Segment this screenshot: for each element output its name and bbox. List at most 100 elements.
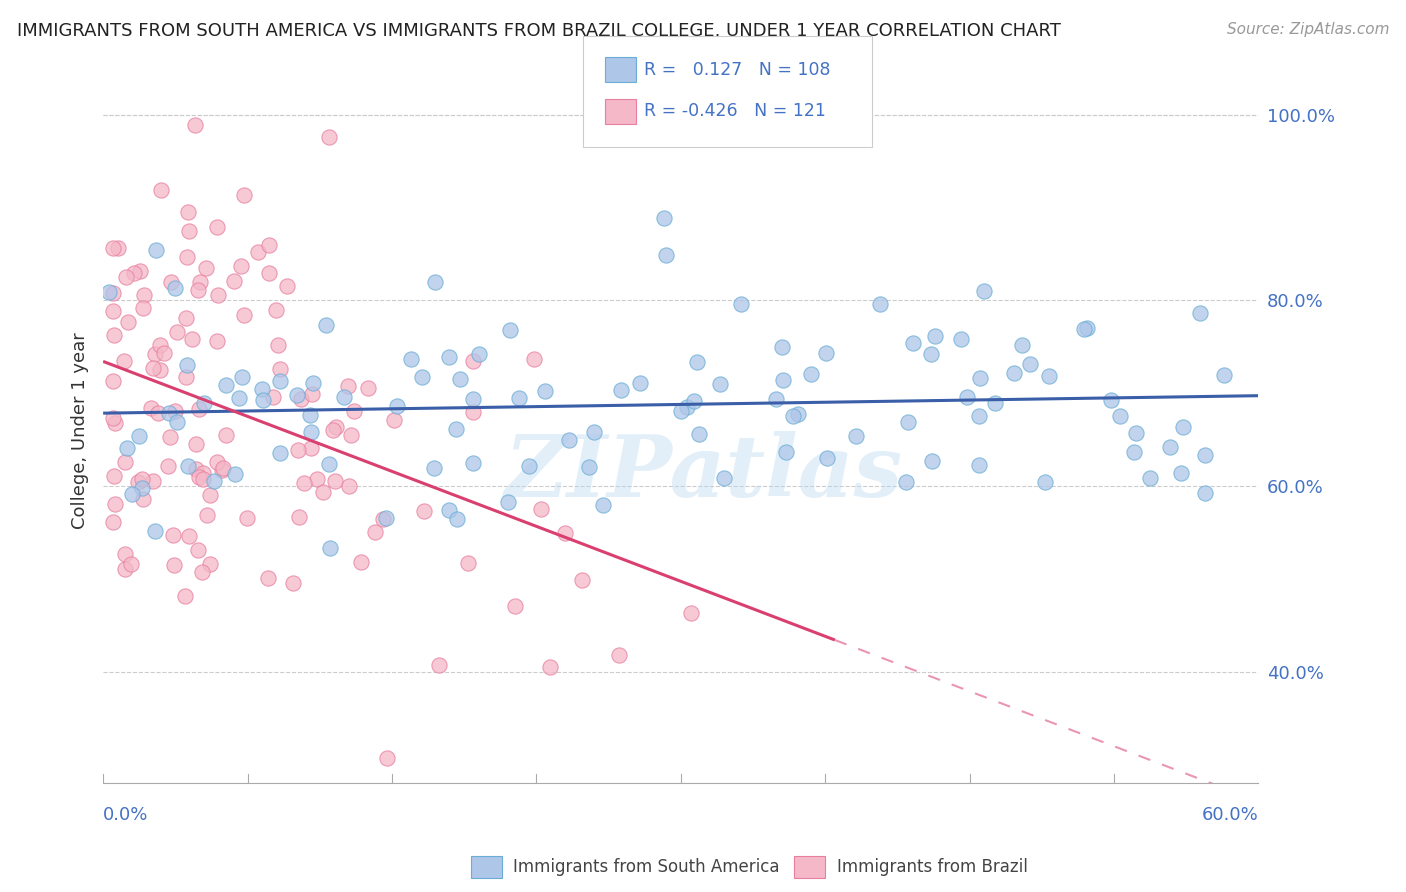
Point (382, 413, 405, 427)
Point (163, 558, 186, 573)
Point (174, 589, 197, 603)
Point (292, 476, 315, 491)
Point (337, 379, 360, 393)
Point (969, 458, 991, 473)
Point (1099, 392, 1122, 407)
Point (222, 274, 245, 288)
Point (177, 529, 200, 543)
Text: Immigrants from Brazil: Immigrants from Brazil (837, 858, 1028, 876)
Point (921, 453, 943, 467)
Point (896, 416, 918, 430)
Point (318, 458, 340, 472)
Point (449, 372, 471, 386)
Point (101, 304, 124, 318)
Point (233, 308, 256, 322)
Point (1018, 357, 1040, 371)
Point (101, 410, 124, 425)
Point (322, 423, 344, 437)
Point (969, 370, 991, 384)
Point (973, 284, 995, 298)
Point (1108, 409, 1130, 424)
Point (257, 266, 280, 280)
Point (150, 183, 173, 197)
Point (264, 302, 287, 317)
Point (554, 526, 576, 541)
Point (276, 279, 298, 293)
Point (104, 498, 127, 512)
Point (122, 266, 145, 280)
Point (120, 558, 142, 572)
Text: IMMIGRANTS FROM SOUTH AMERICA VS IMMIGRANTS FROM BRAZIL COLLEGE, UNDER 1 YEAR CO: IMMIGRANTS FROM SOUTH AMERICA VS IMMIGRA… (17, 22, 1060, 40)
Point (609, 648, 631, 662)
Point (215, 377, 238, 392)
Point (676, 401, 699, 415)
Point (211, 463, 233, 477)
Point (413, 504, 436, 518)
Point (610, 383, 633, 397)
Point (323, 474, 346, 488)
Point (312, 485, 335, 500)
Point (107, 241, 129, 255)
Point (184, 437, 207, 451)
Point (437, 351, 460, 365)
Point (152, 345, 174, 359)
Point (782, 409, 804, 424)
Point (333, 390, 356, 404)
Point (894, 475, 917, 489)
Point (287, 443, 309, 458)
Point (262, 390, 284, 404)
Point (202, 474, 225, 488)
Point (457, 556, 479, 570)
Point (187, 470, 209, 484)
Point (195, 508, 218, 522)
Text: R = -0.426   N = 121: R = -0.426 N = 121 (644, 103, 825, 120)
Point (162, 527, 184, 541)
Point (1076, 321, 1098, 335)
Point (166, 325, 188, 339)
Point (290, 392, 312, 407)
Point (98, 285, 121, 299)
Point (134, 288, 156, 302)
Point (463, 354, 485, 368)
Point (101, 241, 124, 255)
Point (343, 404, 366, 418)
Point (411, 369, 433, 384)
Point (920, 347, 942, 361)
Point (709, 377, 731, 392)
Point (231, 370, 253, 384)
Point (159, 430, 181, 444)
Point (924, 329, 946, 343)
Point (787, 407, 810, 421)
Point (188, 276, 211, 290)
Point (127, 475, 149, 489)
Point (112, 354, 135, 368)
Point (683, 393, 706, 408)
Point (1125, 425, 1147, 440)
Point (176, 251, 198, 265)
Point (104, 417, 127, 431)
Point (166, 415, 188, 429)
Point (461, 404, 484, 418)
Point (176, 358, 198, 372)
Point (505, 599, 527, 614)
Point (628, 376, 651, 391)
Point (302, 376, 325, 390)
Point (165, 281, 187, 295)
Point (669, 404, 692, 418)
Point (301, 387, 323, 401)
Point (101, 285, 124, 300)
Point (190, 565, 212, 579)
Point (800, 367, 823, 381)
Point (143, 524, 166, 538)
Point (713, 471, 735, 485)
Point (533, 384, 555, 399)
Point (184, 462, 207, 476)
Point (1123, 445, 1146, 459)
Text: Source: ZipAtlas.com: Source: ZipAtlas.com (1226, 22, 1389, 37)
Point (984, 395, 1007, 409)
Point (194, 260, 217, 275)
Point (305, 472, 328, 486)
Point (508, 391, 530, 405)
Text: ZIPatlas: ZIPatlas (505, 431, 903, 515)
Point (103, 469, 125, 483)
